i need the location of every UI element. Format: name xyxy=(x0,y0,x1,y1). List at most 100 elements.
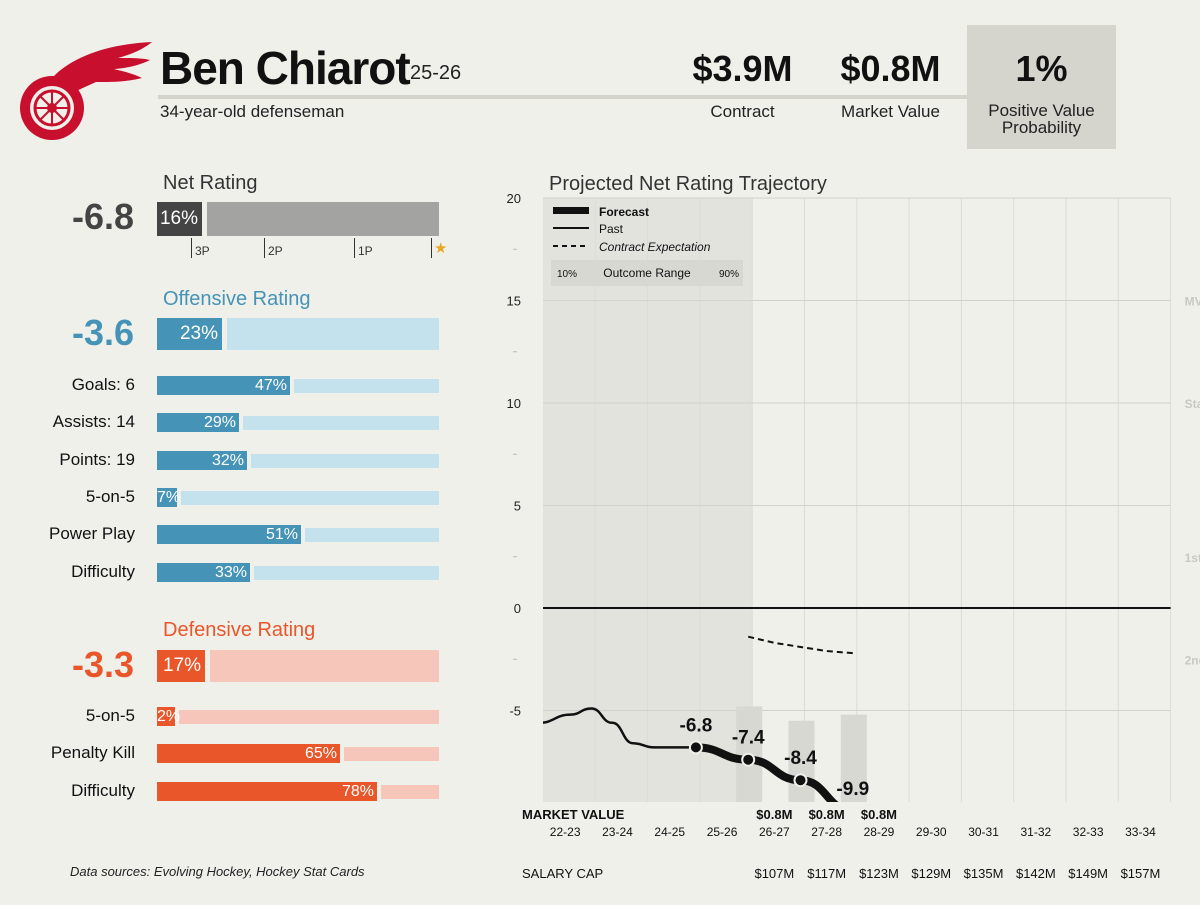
legend-contract-label: Contract Expectation xyxy=(599,240,711,254)
net-rating-bar-fill: 16% xyxy=(157,202,207,236)
plot-area xyxy=(543,635,867,817)
legend-outcome-high: 90% xyxy=(719,269,739,280)
defensive-row-bar-fill: 78% xyxy=(157,781,381,801)
defensive-row-bar-fill: 65% xyxy=(157,744,344,764)
net-rating-value: -6.8 xyxy=(71,196,134,237)
offensive-row-bar-fill: 51% xyxy=(157,525,305,545)
salary-cap-cell: $142M xyxy=(1016,866,1056,881)
tier-tick-label: 2P xyxy=(268,244,283,258)
forecast-point xyxy=(793,773,808,788)
star-icon: ★ xyxy=(434,240,448,257)
x-tick-label: 30-31 xyxy=(968,825,999,839)
contract-label: Contract xyxy=(710,102,775,121)
outcome-range-bar xyxy=(840,714,867,802)
y-tick-label: 0 xyxy=(514,601,521,616)
data-sources: Data sources: Evolving Hockey, Hockey St… xyxy=(70,864,365,879)
y-tick-label: 15 xyxy=(507,294,521,309)
outcome-range-bar xyxy=(788,720,815,802)
player-description: 34-year-old defenseman xyxy=(160,102,345,121)
offensive-rating-bar-fill: 23% xyxy=(157,318,227,350)
tier-tick-3p: 3P xyxy=(191,238,210,258)
y-tick-label: -5 xyxy=(509,704,521,719)
forecast-point xyxy=(741,752,756,767)
tier-tick-2p: 2P xyxy=(264,238,283,258)
tier-tick-label: 1P xyxy=(358,244,373,258)
legend-outcome-swatch xyxy=(551,260,743,286)
offensive-row-bar-track xyxy=(157,490,439,505)
defensive-rating-value: -3.3 xyxy=(71,644,134,685)
past-line xyxy=(543,707,696,749)
salary-cap-cell: $135M xyxy=(964,866,1004,881)
x-tick-label: 24-25 xyxy=(654,825,685,839)
offensive-rating-title: Offensive Rating xyxy=(163,288,311,310)
forecast-point xyxy=(688,740,703,755)
defensive-row-bar-track xyxy=(157,747,439,762)
offensive-row-bar-fill: 33% xyxy=(157,562,254,582)
y-tick-label: 10 xyxy=(507,396,521,411)
tier-tick-label: 3P xyxy=(195,244,210,258)
x-tick-label: 27-28 xyxy=(811,825,842,839)
season-label: 25-26 xyxy=(410,62,462,84)
forecast-data-label: -7.4 xyxy=(732,728,765,749)
offensive-row-bar-track xyxy=(157,565,439,580)
contract-value: $3.9M xyxy=(692,48,793,89)
offensive-row-bar-fill: 29% xyxy=(157,413,243,433)
forecast-data-label: -9.9 xyxy=(836,779,869,800)
header-divider xyxy=(158,95,968,99)
offensive-rating-value: -3.6 xyxy=(71,312,134,353)
trajectory-chart: -5 0 5 10 15 20 MVP Star 1st Pair 2nd Pair -6.8 -7.… xyxy=(507,191,1200,881)
offensive-row-label: Difficulty xyxy=(71,561,135,581)
x-tick-label: 28-29 xyxy=(864,825,895,839)
defensive-row-label: Difficulty xyxy=(71,780,135,800)
forecast-data-label: -6.8 xyxy=(680,715,713,736)
forecast-point xyxy=(847,805,859,817)
defensive-row-label: 5-on-5 xyxy=(85,706,135,725)
x-tick-label: 23-24 xyxy=(602,825,633,839)
market-value-label: Market Value xyxy=(841,102,940,121)
defensive-row-bar-track xyxy=(157,710,439,724)
x-tick-label: 26-27 xyxy=(759,825,790,839)
market-value: $0.8M xyxy=(840,48,941,89)
offensive-row-label: Assists: 14 xyxy=(52,412,135,432)
defensive-row-bar-fill: 2% xyxy=(157,707,181,726)
positive-value-box xyxy=(967,25,1116,149)
net-rating-bar: 16% xyxy=(157,202,439,236)
defensive-rating-bar-fill: 17% xyxy=(157,650,210,682)
market-value-row-label: MARKET VALUE xyxy=(522,807,625,822)
legend-past-label: Past xyxy=(599,222,624,236)
offensive-row-label: 5-on-5 xyxy=(85,486,135,506)
salary-cap-cell: $107M xyxy=(754,866,794,881)
tier-tick-1p: 1P xyxy=(354,238,373,258)
tier-label: 2nd Pair xyxy=(1185,653,1200,667)
offensive-row-bar-fill: 47% xyxy=(157,376,294,395)
offensive-row-bar-track xyxy=(157,379,439,393)
defensive-row-label: Penalty Kill xyxy=(50,743,135,763)
legend-outcome-low: 10% xyxy=(557,269,577,280)
offensive-row-bar-track xyxy=(157,453,439,468)
salary-cap-cell: $149M xyxy=(1068,866,1108,881)
offensive-row-label: Power Play xyxy=(49,524,135,544)
net-rating-title: Net Rating xyxy=(163,172,258,194)
defensive-rating-title: Defensive Rating xyxy=(163,619,316,641)
offensive-rating-bar: 23% xyxy=(157,318,439,350)
offensive-row-label: Goals: 6 xyxy=(71,375,135,394)
x-tick-label: 25-26 xyxy=(707,825,738,839)
defensive-rating-bar: 17% xyxy=(157,650,439,682)
y-tick-label: 20 xyxy=(507,191,521,206)
market-value-cell: $0.8M xyxy=(756,807,792,822)
tier-tick-top xyxy=(431,238,432,258)
salary-cap-cell: $117M xyxy=(807,866,846,881)
legend-forecast-label: Forecast xyxy=(599,205,649,219)
positive-value-label: Positive Value Probability xyxy=(967,102,1116,136)
offensive-row-bar-fill: 32% xyxy=(157,450,251,470)
forecast-data-label: -8.4 xyxy=(784,748,817,769)
salary-cap-row-label: SALARY CAP xyxy=(522,866,603,881)
offensive-row-bar-track xyxy=(157,416,439,431)
contract-expectation-line xyxy=(747,635,853,655)
positive-value-label-line2: Probability xyxy=(1001,118,1082,137)
player-name: Ben Chiarot xyxy=(160,42,411,94)
x-tick-label: 22-23 xyxy=(550,825,581,839)
salary-cap-cell: $157M xyxy=(1121,866,1161,881)
y-tick-label: 5 xyxy=(514,499,521,514)
chart-title: Projected Net Rating Trajectory xyxy=(549,173,827,195)
